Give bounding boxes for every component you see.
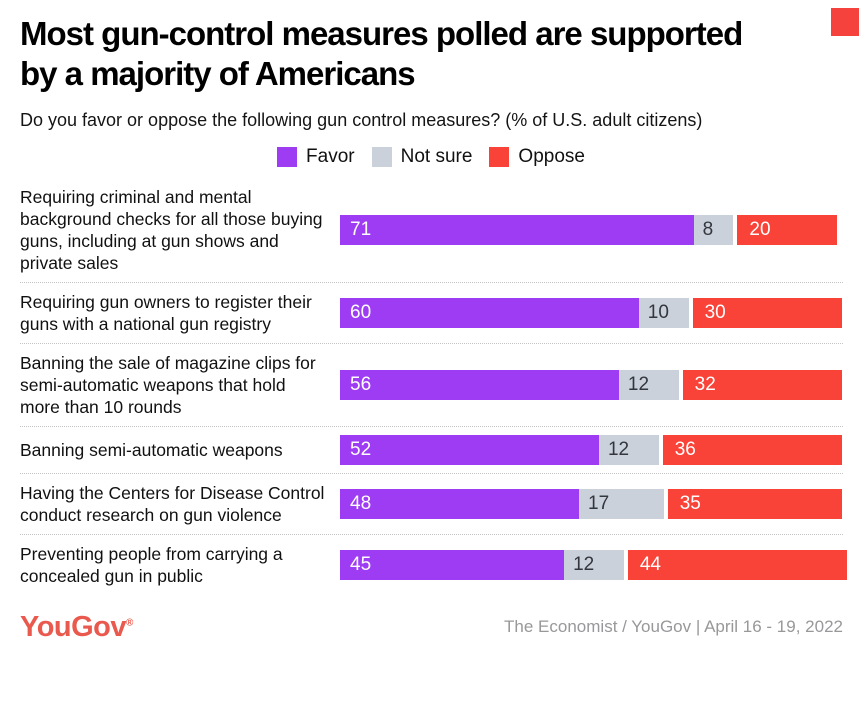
chart-title: Most gun-control measures polled are sup… <box>20 14 840 95</box>
bar-track: 56 12 32 <box>340 369 843 400</box>
legend-swatch-icon <box>489 146 510 167</box>
legend-item-not-sure: Not sure <box>371 145 473 168</box>
bar-segment-not-sure: 12 <box>564 549 624 580</box>
bar-segment-not-sure: 12 <box>618 369 679 400</box>
legend-item-favor: Favor <box>277 146 355 168</box>
legend-label: Favor <box>306 145 355 167</box>
bar-segment-not-sure: 8 <box>693 214 734 245</box>
bar-segment-favor: 60 <box>340 297 639 328</box>
yougov-logo-text: YouGov <box>20 610 127 643</box>
chart-legend: Favor Not sure Oppose <box>20 146 842 168</box>
bar-segment-oppose: 35 <box>667 488 842 519</box>
category-label: Banning semi-automatic weapons <box>20 439 283 460</box>
bar-track: 60 10 30 <box>340 297 843 328</box>
bar-segment-not-sure: 12 <box>598 434 659 465</box>
chart-title-line2: by a majority of Americans <box>20 55 416 93</box>
bar-track: 45 12 44 <box>340 549 847 580</box>
bar-row: Preventing people from carrying a concea… <box>20 535 847 595</box>
legend-label: Oppose <box>518 145 585 167</box>
bar-segment-favor: 45 <box>340 549 565 580</box>
category-label: Banning the sale of magazine clips for s… <box>20 352 316 417</box>
category-label: Requiring criminal and mental background… <box>20 186 323 273</box>
bar-row: Requiring criminal and mental background… <box>20 178 843 283</box>
bar-row: Banning semi-automatic weapons 52 12 36 <box>20 427 843 474</box>
bar-row: Banning the sale of magazine clips for s… <box>20 344 843 427</box>
bar-segment-oppose: 20 <box>737 214 837 245</box>
chart-title-line1: Most gun-control measures polled are sup… <box>20 15 743 52</box>
chart-subtitle: Do you favor or oppose the following gun… <box>20 109 703 130</box>
legend-label: Not sure <box>400 145 473 167</box>
bar-row: Having the Centers for Disease Control c… <box>20 474 843 535</box>
legend-swatch-icon <box>277 146 298 167</box>
bar-segment-favor: 71 <box>340 214 694 245</box>
bar-segment-not-sure: 17 <box>579 488 664 519</box>
footer: YouGov® The Economist / YouGov | April 1… <box>20 611 843 644</box>
category-label: Preventing people from carrying a concea… <box>20 543 283 586</box>
bar-row: Requiring gun owners to register their g… <box>20 283 843 344</box>
bar-segment-favor: 52 <box>340 434 599 465</box>
economist-red-square-icon <box>831 8 859 36</box>
stacked-bar-chart: Requiring criminal and mental background… <box>20 178 847 595</box>
registered-trademark-icon: ® <box>126 616 133 628</box>
category-label: Having the Centers for Disease Control c… <box>20 482 325 525</box>
bar-track: 48 17 35 <box>340 488 843 519</box>
bar-segment-oppose: 36 <box>662 434 842 465</box>
bar-segment-favor: 48 <box>340 488 580 519</box>
source-credit: The Economist / YouGov | April 16 - 19, … <box>504 617 843 636</box>
bar-track: 52 12 36 <box>340 434 843 465</box>
bar-segment-oppose: 32 <box>682 369 842 400</box>
legend-swatch-icon <box>371 146 392 167</box>
bar-track: 71 8 20 <box>340 214 843 245</box>
yougov-logo: YouGov® <box>20 611 133 644</box>
bar-segment-not-sure: 10 <box>638 297 689 328</box>
category-label: Requiring gun owners to register their g… <box>20 291 312 334</box>
bar-segment-oppose: 44 <box>627 549 847 580</box>
legend-item-oppose: Oppose <box>489 146 585 168</box>
bar-segment-oppose: 30 <box>692 297 842 328</box>
bar-segment-favor: 56 <box>340 369 619 400</box>
